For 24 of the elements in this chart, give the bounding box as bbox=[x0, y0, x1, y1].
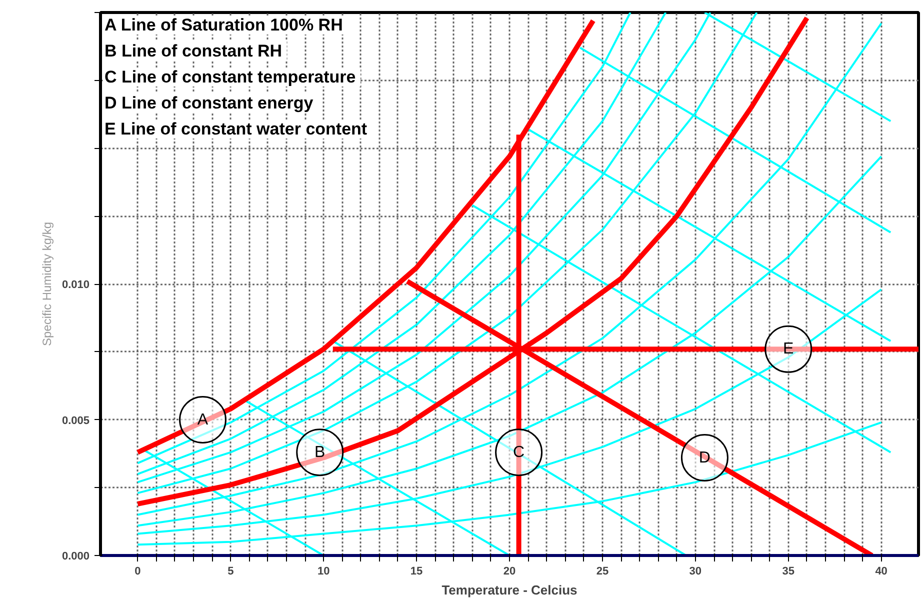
y-tick-label: 0.010 bbox=[62, 279, 90, 291]
annotation: D bbox=[698, 449, 710, 466]
x-tick-label: 5 bbox=[228, 566, 234, 578]
annotation: A Line of Saturation 100% RH bbox=[104, 16, 343, 34]
y-tick-label: 0.005 bbox=[62, 414, 90, 427]
annotation: A bbox=[197, 411, 208, 428]
annotation: C bbox=[513, 444, 525, 461]
x-tick-label: 0 bbox=[134, 566, 141, 578]
annotation: D Line of constant energy bbox=[104, 94, 314, 112]
annotation: E Line of constant water content bbox=[104, 120, 368, 138]
annotation: B bbox=[314, 444, 326, 461]
x-axis-title: Temperature - Celcius bbox=[442, 582, 578, 598]
x-tick-label: 40 bbox=[875, 566, 888, 578]
annotation: B Line of constant RH bbox=[104, 42, 282, 60]
x-tick-label: 25 bbox=[596, 566, 609, 578]
x-tick-label: 35 bbox=[782, 566, 794, 578]
annotation: E bbox=[783, 340, 794, 358]
annotation: C Line of constant temperature bbox=[104, 68, 356, 86]
x-tick-label: 20 bbox=[503, 566, 516, 578]
y-tick-label: 0.000 bbox=[62, 550, 90, 562]
y-axis-title: Specific Humidity kg/kg bbox=[40, 222, 54, 346]
x-tick-label: 10 bbox=[317, 566, 330, 578]
x-tick-label: 30 bbox=[689, 566, 702, 578]
x-tick-label: 15 bbox=[410, 566, 423, 578]
